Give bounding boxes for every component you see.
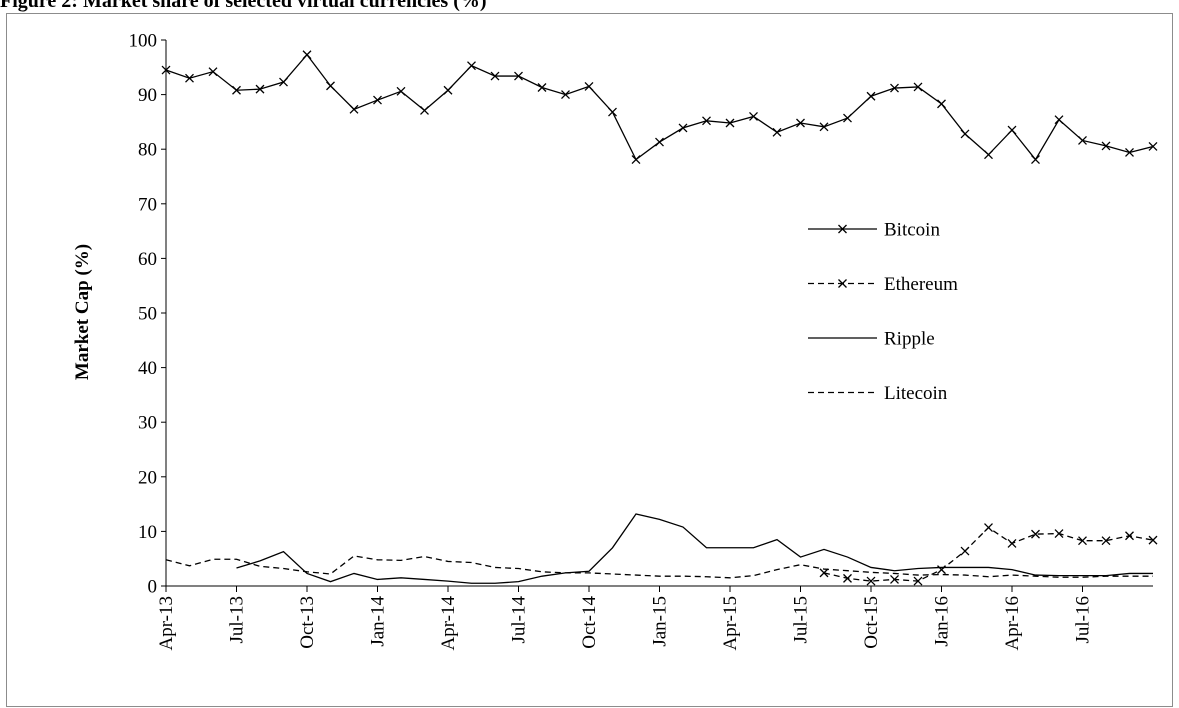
- figure-title: Figure 2: Market share of selected virtu…: [0, 0, 487, 12]
- data-point-ethereum: [984, 523, 993, 533]
- series-line-litecoin: [165, 555, 1153, 579]
- data-point-bitcoin: [890, 83, 899, 93]
- data-point-bitcoin: [302, 50, 312, 60]
- data-point-ethereum: [843, 573, 852, 583]
- data-point-ethereum: [866, 576, 876, 586]
- data-point-ethereum: [890, 574, 899, 584]
- y-tick-label: 100: [129, 31, 158, 52]
- data-point-bitcoin: [396, 86, 406, 96]
- series-line-bitcoin: [165, 53, 1154, 161]
- data-point-bitcoin: [1007, 125, 1017, 135]
- data-point-bitcoin: [1078, 136, 1087, 145]
- y-tick-label: 50: [138, 304, 157, 325]
- data-point-bitcoin: [866, 91, 876, 101]
- data-point-ethereum: [1125, 531, 1134, 541]
- data-point-bitcoin: [913, 82, 923, 92]
- data-point-bitcoin: [1031, 155, 1040, 165]
- data-point-bitcoin: [443, 85, 453, 95]
- y-tick-label: 10: [138, 522, 157, 543]
- x-tick-label: Jan-15: [650, 596, 671, 647]
- data-point-bitcoin: [255, 84, 265, 94]
- data-point-bitcoin: [796, 118, 805, 128]
- data-point-bitcoin: [232, 85, 241, 95]
- x-tick-label: Jul-13: [227, 596, 248, 644]
- data-point-bitcoin: [420, 105, 429, 115]
- x-tick-label: Apr-16: [1002, 596, 1023, 651]
- data-point-ethereum: [913, 576, 923, 586]
- y-tick-label: 30: [138, 413, 157, 434]
- data-point-ethereum: [1078, 536, 1087, 546]
- data-point-bitcoin: [326, 81, 335, 91]
- y-tick-label: 60: [138, 249, 157, 270]
- chart-frame: [6, 13, 1173, 707]
- data-point-bitcoin: [208, 67, 218, 77]
- data-point-bitcoin: [561, 90, 570, 100]
- data-point-bitcoin: [1054, 115, 1064, 125]
- data-point-ethereum: [1101, 536, 1111, 546]
- data-point-bitcoin: [937, 99, 946, 109]
- data-point-bitcoin: [490, 71, 500, 81]
- legend-marker-ethereum: [838, 279, 847, 288]
- legend: Bitcoin Ethereum Ripple Litecoin: [808, 220, 958, 404]
- data-point-bitcoin: [749, 111, 758, 121]
- data-point-bitcoin: [584, 81, 594, 91]
- data-point-bitcoin: [537, 83, 547, 92]
- data-point-bitcoin: [843, 113, 852, 123]
- data-point-bitcoin: [772, 127, 782, 137]
- x-tick-label: Oct-13: [297, 596, 318, 649]
- data-point-ethereum: [819, 568, 829, 578]
- x-tick-label: Jul-15: [791, 596, 812, 644]
- legend-label-litecoin: Litecoin: [884, 383, 948, 404]
- data-point-bitcoin: [161, 65, 171, 75]
- y-tick-label: 90: [138, 85, 157, 106]
- data-point-bitcoin: [655, 137, 664, 147]
- y-tick-label: 70: [138, 194, 157, 215]
- legend-label-ethereum: Ethereum: [884, 274, 958, 295]
- y-tick-label: 80: [138, 140, 157, 161]
- data-point-bitcoin: [702, 116, 711, 126]
- data-point-bitcoin: [608, 107, 617, 117]
- data-point-ethereum: [1031, 529, 1040, 539]
- data-point-bitcoin: [467, 61, 476, 71]
- series-line-ripple: [236, 513, 1153, 584]
- data-point-bitcoin: [349, 104, 359, 114]
- data-point-ethereum: [1007, 538, 1017, 548]
- y-axis-label: Market Cap (%): [72, 244, 93, 380]
- data-point-bitcoin: [373, 95, 382, 105]
- x-tick-label: Apr-14: [438, 596, 459, 651]
- y-tick-label: 40: [138, 358, 157, 379]
- x-tick-label: Jul-14: [509, 596, 530, 644]
- plot-area: 0 10 20 30 40 50 60 70 80 90 100 Apr-13 Jul-13 Oct-13…: [129, 31, 1158, 651]
- data-point-bitcoin: [1148, 142, 1158, 151]
- data-point-bitcoin: [725, 118, 735, 128]
- legend-marker-bitcoin: [838, 224, 847, 234]
- data-point-bitcoin: [1101, 141, 1111, 151]
- x-tick-label: Jan-14: [368, 596, 389, 647]
- data-point-bitcoin: [514, 71, 523, 81]
- y-tick-label: 20: [138, 467, 157, 488]
- data-point-bitcoin: [819, 122, 829, 132]
- data-point-bitcoin: [984, 150, 993, 160]
- y-tick-label: 0: [148, 577, 158, 598]
- data-point-bitcoin: [1125, 148, 1134, 157]
- data-point-ethereum: [1054, 529, 1064, 539]
- data-point-ethereum: [1148, 535, 1158, 545]
- data-point-ethereum: [960, 546, 970, 556]
- data-point-bitcoin: [185, 73, 194, 83]
- legend-label-bitcoin: Bitcoin: [884, 220, 940, 241]
- x-tick-label: Oct-14: [579, 596, 600, 649]
- x-tick-label: Jul-16: [1073, 596, 1094, 644]
- x-tick-label: Oct-15: [861, 596, 882, 649]
- x-tick-label: Jan-16: [932, 596, 953, 647]
- x-tick-label: Apr-15: [720, 596, 741, 651]
- x-tick-label: Apr-13: [156, 596, 177, 651]
- data-point-bitcoin: [678, 123, 688, 133]
- data-point-bitcoin: [631, 155, 641, 165]
- data-point-bitcoin: [279, 77, 288, 87]
- legend-label-ripple: Ripple: [884, 329, 935, 350]
- data-point-bitcoin: [960, 129, 970, 139]
